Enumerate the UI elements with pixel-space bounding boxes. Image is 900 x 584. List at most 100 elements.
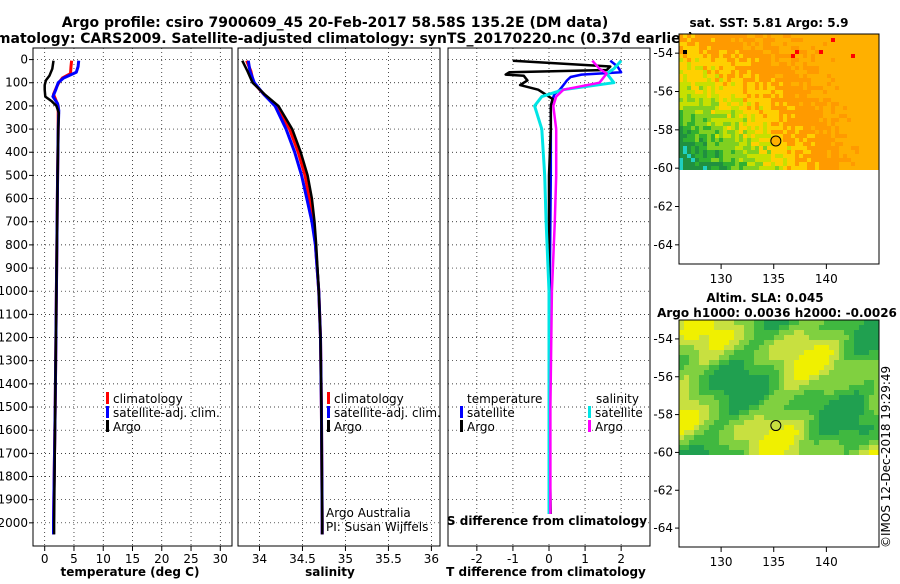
sla-cell [719, 360, 724, 365]
sst-cell [775, 154, 779, 158]
sst-cell [687, 34, 691, 38]
sst-cell [687, 38, 691, 42]
sla-cell [759, 385, 764, 390]
sla-cell [874, 335, 879, 340]
sst-cell [687, 126, 691, 130]
sla-cell [804, 415, 809, 420]
sla-cell [754, 340, 759, 345]
sst-cell [819, 54, 823, 58]
sst-cell [775, 54, 779, 58]
sla-cell [679, 435, 684, 440]
sla-cell [779, 405, 784, 410]
sla-cell [759, 345, 764, 350]
sst-cell [783, 74, 787, 78]
sla-cell [769, 360, 774, 365]
sst-cell [827, 146, 831, 150]
sla-cell [804, 325, 809, 330]
sst-cell [811, 98, 815, 102]
sst-cell [831, 134, 835, 138]
sst-cell [711, 66, 715, 70]
sla-cell [769, 350, 774, 355]
sst-cell [783, 98, 787, 102]
sst-cell [827, 38, 831, 42]
sst-cell [711, 146, 715, 150]
sst-cell [807, 166, 811, 170]
sst-cell [767, 70, 771, 74]
sla-cell [704, 320, 709, 325]
sst-cell [863, 70, 867, 74]
sst-cell [803, 166, 807, 170]
sla-cell [854, 320, 859, 325]
sla-cell [849, 440, 854, 445]
sst-cell [831, 146, 835, 150]
sla-cell [764, 435, 769, 440]
sst-cell [775, 126, 779, 130]
sst-cell [759, 162, 763, 166]
sst-cell [743, 90, 747, 94]
sst-cell [815, 142, 819, 146]
sst-cell [679, 118, 683, 122]
sst-cell [867, 70, 871, 74]
sst-cell [703, 50, 707, 54]
sla-cell [824, 440, 829, 445]
sst-cell [799, 34, 803, 38]
sst-cell [687, 150, 691, 154]
sst-cell [827, 166, 831, 170]
sst-cell [779, 58, 783, 62]
sst-cell [843, 110, 847, 114]
sst-cell [723, 94, 727, 98]
sst-cell [827, 118, 831, 122]
sla-cell [814, 340, 819, 345]
sst-cell [707, 62, 711, 66]
sst-cell [683, 118, 687, 122]
sst-cell [703, 70, 707, 74]
sst-cell [875, 58, 879, 62]
sla-cell [704, 405, 709, 410]
sst-cell [703, 158, 707, 162]
sla-cell [779, 435, 784, 440]
sst-cell [735, 130, 739, 134]
sst-cell [719, 50, 723, 54]
sst-cell [779, 130, 783, 134]
sst-cell [683, 114, 687, 118]
sla-cell [814, 390, 819, 395]
sla-cell [754, 325, 759, 330]
sst-cell [843, 146, 847, 150]
sla-cell [834, 345, 839, 350]
sst-cell [823, 90, 827, 94]
sla-cell [689, 330, 694, 335]
sst-cell [871, 46, 875, 50]
salinity-legend: climatology satellite-adj. clim. Argo [327, 392, 441, 434]
lat-tick-label: -56 [653, 85, 673, 99]
sla-cell [729, 350, 734, 355]
sla-cell [799, 350, 804, 355]
sla-cell [724, 355, 729, 360]
sst-cell [767, 66, 771, 70]
sla-cell [874, 445, 879, 450]
sst-cell [859, 38, 863, 42]
sst-cell [739, 122, 743, 126]
sla-cell [724, 345, 729, 350]
sst-cell [839, 134, 843, 138]
sst-cell [731, 94, 735, 98]
sla-cell [754, 430, 759, 435]
sst-cell [779, 134, 783, 138]
sst-cell [779, 154, 783, 158]
sst-cell [819, 98, 823, 102]
sla-cell [724, 350, 729, 355]
y-tick-label: 1000 [0, 284, 28, 298]
sst-cell [787, 58, 791, 62]
sla-cell [759, 375, 764, 380]
sla-cell [679, 360, 684, 365]
sla-cell [869, 335, 874, 340]
sst-cell [715, 150, 719, 154]
sst-cell [855, 70, 859, 74]
sla-cell [784, 380, 789, 385]
sst-cell [807, 106, 811, 110]
sla-cell [839, 385, 844, 390]
sla-cell [749, 380, 754, 385]
sla-cell [874, 350, 879, 355]
sst-cell [851, 142, 855, 146]
sst-cell [727, 150, 731, 154]
sst-cell [771, 114, 775, 118]
